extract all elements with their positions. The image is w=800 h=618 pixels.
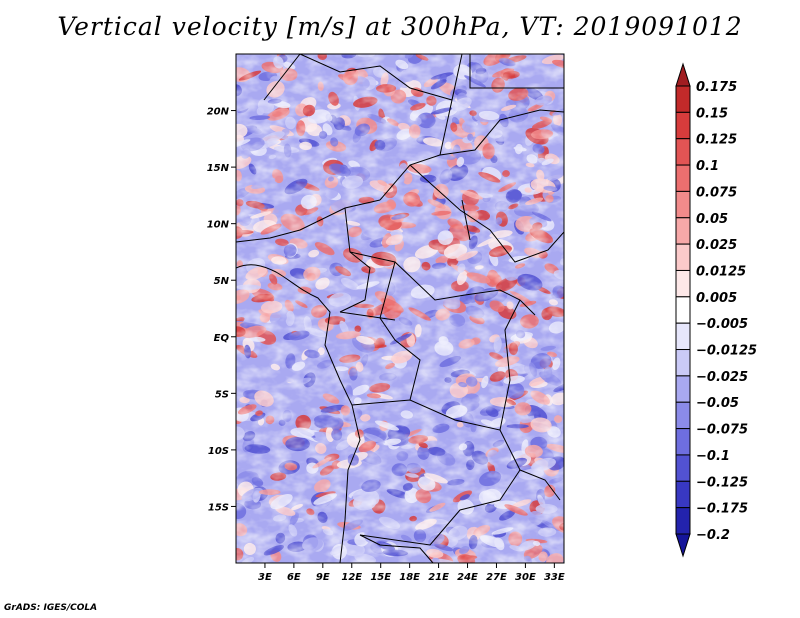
y-tick-label: 5N	[214, 276, 230, 287]
x-tick-label: 12E	[341, 572, 362, 583]
colorbar-label: 0.15	[696, 106, 728, 121]
map-frame	[235, 53, 565, 564]
colorbar-label: −0.025	[696, 370, 748, 385]
x-tick-label: 33E	[544, 572, 565, 583]
colorbar-box	[675, 164, 691, 192]
colorbar-box	[675, 296, 691, 324]
colorbar-label: −0.05	[696, 396, 739, 411]
y-tick-label: 5S	[215, 389, 229, 400]
colorbar-box	[675, 243, 691, 271]
y-tick-label: 15N	[207, 163, 230, 174]
colorbar-label: −0.0125	[696, 344, 757, 359]
colorbar-label: 0.075	[696, 185, 737, 200]
country-borders	[236, 54, 564, 563]
colorbar-min-arrow	[675, 533, 691, 558]
y-tick-label: 10S	[208, 446, 229, 457]
x-tick-label: 6E	[287, 572, 301, 583]
colorbar-box	[675, 190, 691, 219]
x-tick-label: 3E	[258, 572, 272, 583]
y-tick-label: 15S	[208, 502, 229, 513]
colorbar-box	[675, 480, 691, 509]
colorbar-box	[675, 138, 691, 166]
chart-title: Vertical velocity [m/s] at 300hPa, VT: 2…	[57, 12, 743, 41]
colorbar: 0.175 0.15 0.125 0.1 0.075 0.05 0.025 0.0125 0.0…	[675, 62, 757, 558]
colorbar-box	[675, 401, 691, 430]
colorbar-label: 0.025	[696, 238, 737, 253]
colorbar-label: 0.05	[696, 212, 728, 227]
colorbar-box	[675, 454, 691, 482]
colorbar-box	[675, 507, 691, 535]
colorbar-label: −0.075	[696, 423, 748, 438]
x-axis: 3E 6E 9E 12E 15E 18E 21E 24E 27E 30E 33E	[258, 563, 565, 583]
colorbar-box	[675, 111, 691, 140]
x-tick-label: 27E	[486, 572, 507, 583]
y-tick-label: EQ	[214, 333, 230, 344]
x-tick-label: 15E	[370, 572, 391, 583]
x-tick-label: 24E	[457, 572, 478, 583]
grads-credit: GrADS: IGES/COLA	[4, 603, 98, 613]
x-tick-label: 18E	[399, 572, 420, 583]
colorbar-box	[675, 375, 691, 403]
colorbar-box	[675, 269, 691, 298]
y-tick-label: 20N	[207, 107, 230, 118]
colorbar-box	[675, 322, 691, 351]
colorbar-label: 0.0125	[696, 264, 746, 279]
y-axis: 20N 15N 10N 5N EQ 5S 10S 15S	[207, 107, 236, 513]
chart: 3E 6E 9E 12E 15E 18E 21E 24E 27E 30E 33E 20N 15N 10N…	[207, 53, 757, 583]
x-tick-label: 9E	[316, 572, 330, 583]
colorbar-label: 0.175	[696, 80, 737, 95]
colorbar-label: 0.125	[696, 133, 737, 148]
colorbar-box	[675, 85, 691, 113]
colorbar-label: −0.1	[696, 449, 730, 464]
colorbar-label: −0.005	[696, 317, 748, 332]
x-tick-label: 30E	[515, 572, 536, 583]
colorbar-max-arrow	[675, 62, 691, 87]
colorbar-box	[675, 349, 691, 377]
y-tick-label: 10N	[207, 220, 230, 231]
colorbar-box	[675, 428, 691, 456]
colorbar-box	[675, 217, 691, 245]
field-background	[236, 54, 564, 563]
colorbar-label: 0.1	[696, 159, 719, 174]
colorbar-label: −0.175	[696, 502, 748, 517]
x-tick-label: 21E	[428, 572, 449, 583]
colorbar-label: −0.125	[696, 475, 748, 490]
colorbar-label: 0.005	[696, 291, 737, 306]
colorbar-label: −0.2	[696, 528, 730, 543]
